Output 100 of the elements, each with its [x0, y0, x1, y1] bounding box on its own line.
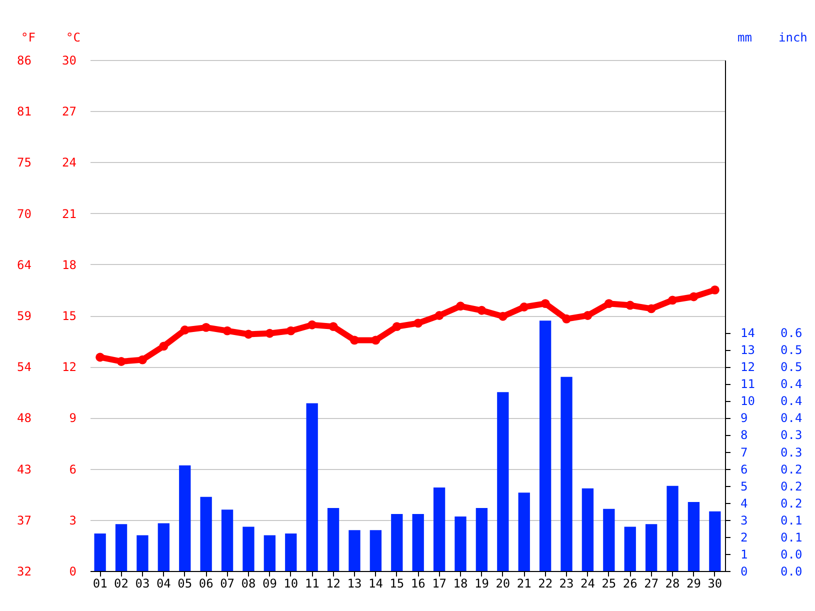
y2-tick-label: 3 — [740, 513, 748, 528]
y2-tick-label: 7 — [740, 445, 748, 460]
point — [202, 322, 211, 332]
x-tick-label: 03 — [135, 576, 150, 590]
text: 0.0 — [780, 547, 802, 562]
point — [308, 320, 317, 330]
bar — [476, 508, 488, 571]
x-tick-label: 17 — [432, 576, 447, 590]
y2-tick-label: 6 — [740, 462, 748, 476]
text: 0.4 — [780, 394, 802, 408]
point — [116, 357, 126, 366]
point — [540, 299, 550, 308]
x-tick-label: 12 — [326, 576, 341, 590]
y2-tick-label: 1 — [740, 547, 748, 562]
y-tick-label: 24 — [62, 156, 76, 170]
y3-tick-label: 86 — [17, 54, 32, 68]
point — [265, 328, 274, 338]
x-tick-label: 06 — [198, 576, 214, 590]
y2-tick-label: 0 — [740, 564, 748, 578]
y3-tick-label: 54 — [17, 360, 32, 374]
point — [328, 322, 338, 332]
y-tick-label: 21 — [62, 206, 76, 221]
bar — [539, 320, 552, 571]
text: 0.6 — [780, 326, 802, 340]
y3-tick-label: 48 — [17, 411, 32, 426]
y2-axis-title: mm — [738, 30, 752, 44]
x-tick-label: 01 — [92, 576, 108, 590]
y-tick-label: 18 — [62, 258, 76, 272]
bar — [518, 492, 530, 571]
point — [96, 352, 105, 362]
point — [646, 304, 656, 314]
y-axis-title: °C — [66, 30, 80, 44]
x-tick-label: 15 — [390, 576, 404, 590]
point — [583, 311, 592, 320]
bar — [666, 486, 678, 571]
y2-tick-label: 5 — [740, 479, 748, 494]
point — [286, 326, 296, 336]
bar — [624, 526, 636, 571]
point — [520, 302, 529, 312]
y-tick-label: 9 — [69, 411, 76, 426]
point — [350, 336, 359, 345]
x-tick-label: 22 — [538, 576, 553, 590]
point — [456, 302, 465, 311]
x-tick-label: 10 — [284, 576, 298, 590]
y2-tick-label: 2 — [740, 530, 748, 544]
x-tick-label: 08 — [241, 576, 256, 590]
x-tick-label: 30 — [708, 576, 722, 590]
x-tick-label: 27 — [644, 576, 659, 590]
point — [710, 285, 720, 294]
bar — [242, 526, 254, 571]
y3-tick-label: 75 — [17, 156, 32, 170]
bar — [115, 524, 128, 571]
point — [626, 300, 635, 310]
text: 0.2 — [780, 496, 802, 510]
x-tick-label: 14 — [368, 576, 383, 590]
bar — [200, 496, 212, 571]
x-tick-label: 19 — [474, 576, 489, 590]
y-tick-label: 3 — [69, 513, 76, 528]
bar — [264, 535, 276, 571]
text: 0.4 — [780, 411, 802, 426]
point — [414, 318, 423, 328]
bar — [306, 403, 318, 571]
bar — [221, 510, 234, 571]
x-tick-label: 21 — [516, 576, 532, 590]
text: 0.2 — [780, 479, 802, 494]
x-tick-label: 29 — [686, 576, 701, 590]
bar — [327, 508, 340, 571]
text: 0.4 — [780, 377, 802, 392]
y2-tick-label: 4 — [740, 496, 748, 510]
y3-tick-label: 32 — [17, 564, 32, 578]
x-tick-label: 24 — [580, 576, 595, 590]
y2-tick-label: 12 — [740, 360, 755, 374]
bar — [582, 488, 594, 571]
y-tick-label: 0 — [69, 564, 76, 578]
text: 0.1 — [780, 513, 802, 528]
y3-tick-label: 81 — [17, 104, 32, 119]
text: inch — [778, 30, 808, 44]
bar — [454, 516, 466, 571]
point — [180, 326, 190, 334]
y3-tick-label: 43 — [17, 462, 32, 476]
x-tick-label: 04 — [156, 576, 171, 590]
y2-tick-label: 9 — [740, 411, 748, 426]
bar — [391, 514, 403, 571]
text: 0.5 — [780, 360, 802, 374]
text: 0.3 — [780, 428, 802, 442]
text: 0.1 — [780, 530, 802, 544]
bar — [285, 534, 297, 571]
text: 0.5 — [780, 343, 802, 358]
y2-tick-label: 14 — [740, 326, 755, 340]
bar — [348, 530, 360, 571]
x-tick-label: 23 — [559, 576, 574, 590]
bar — [158, 523, 170, 571]
bar — [412, 514, 424, 571]
y2-tick-label: 8 — [740, 428, 748, 442]
x-tick-label: 26 — [622, 576, 638, 590]
y-tick-label: 27 — [62, 104, 76, 119]
point — [477, 306, 486, 315]
x-tick-label: 16 — [410, 576, 426, 590]
point — [159, 342, 168, 351]
y-tick-label: 12 — [62, 360, 76, 374]
